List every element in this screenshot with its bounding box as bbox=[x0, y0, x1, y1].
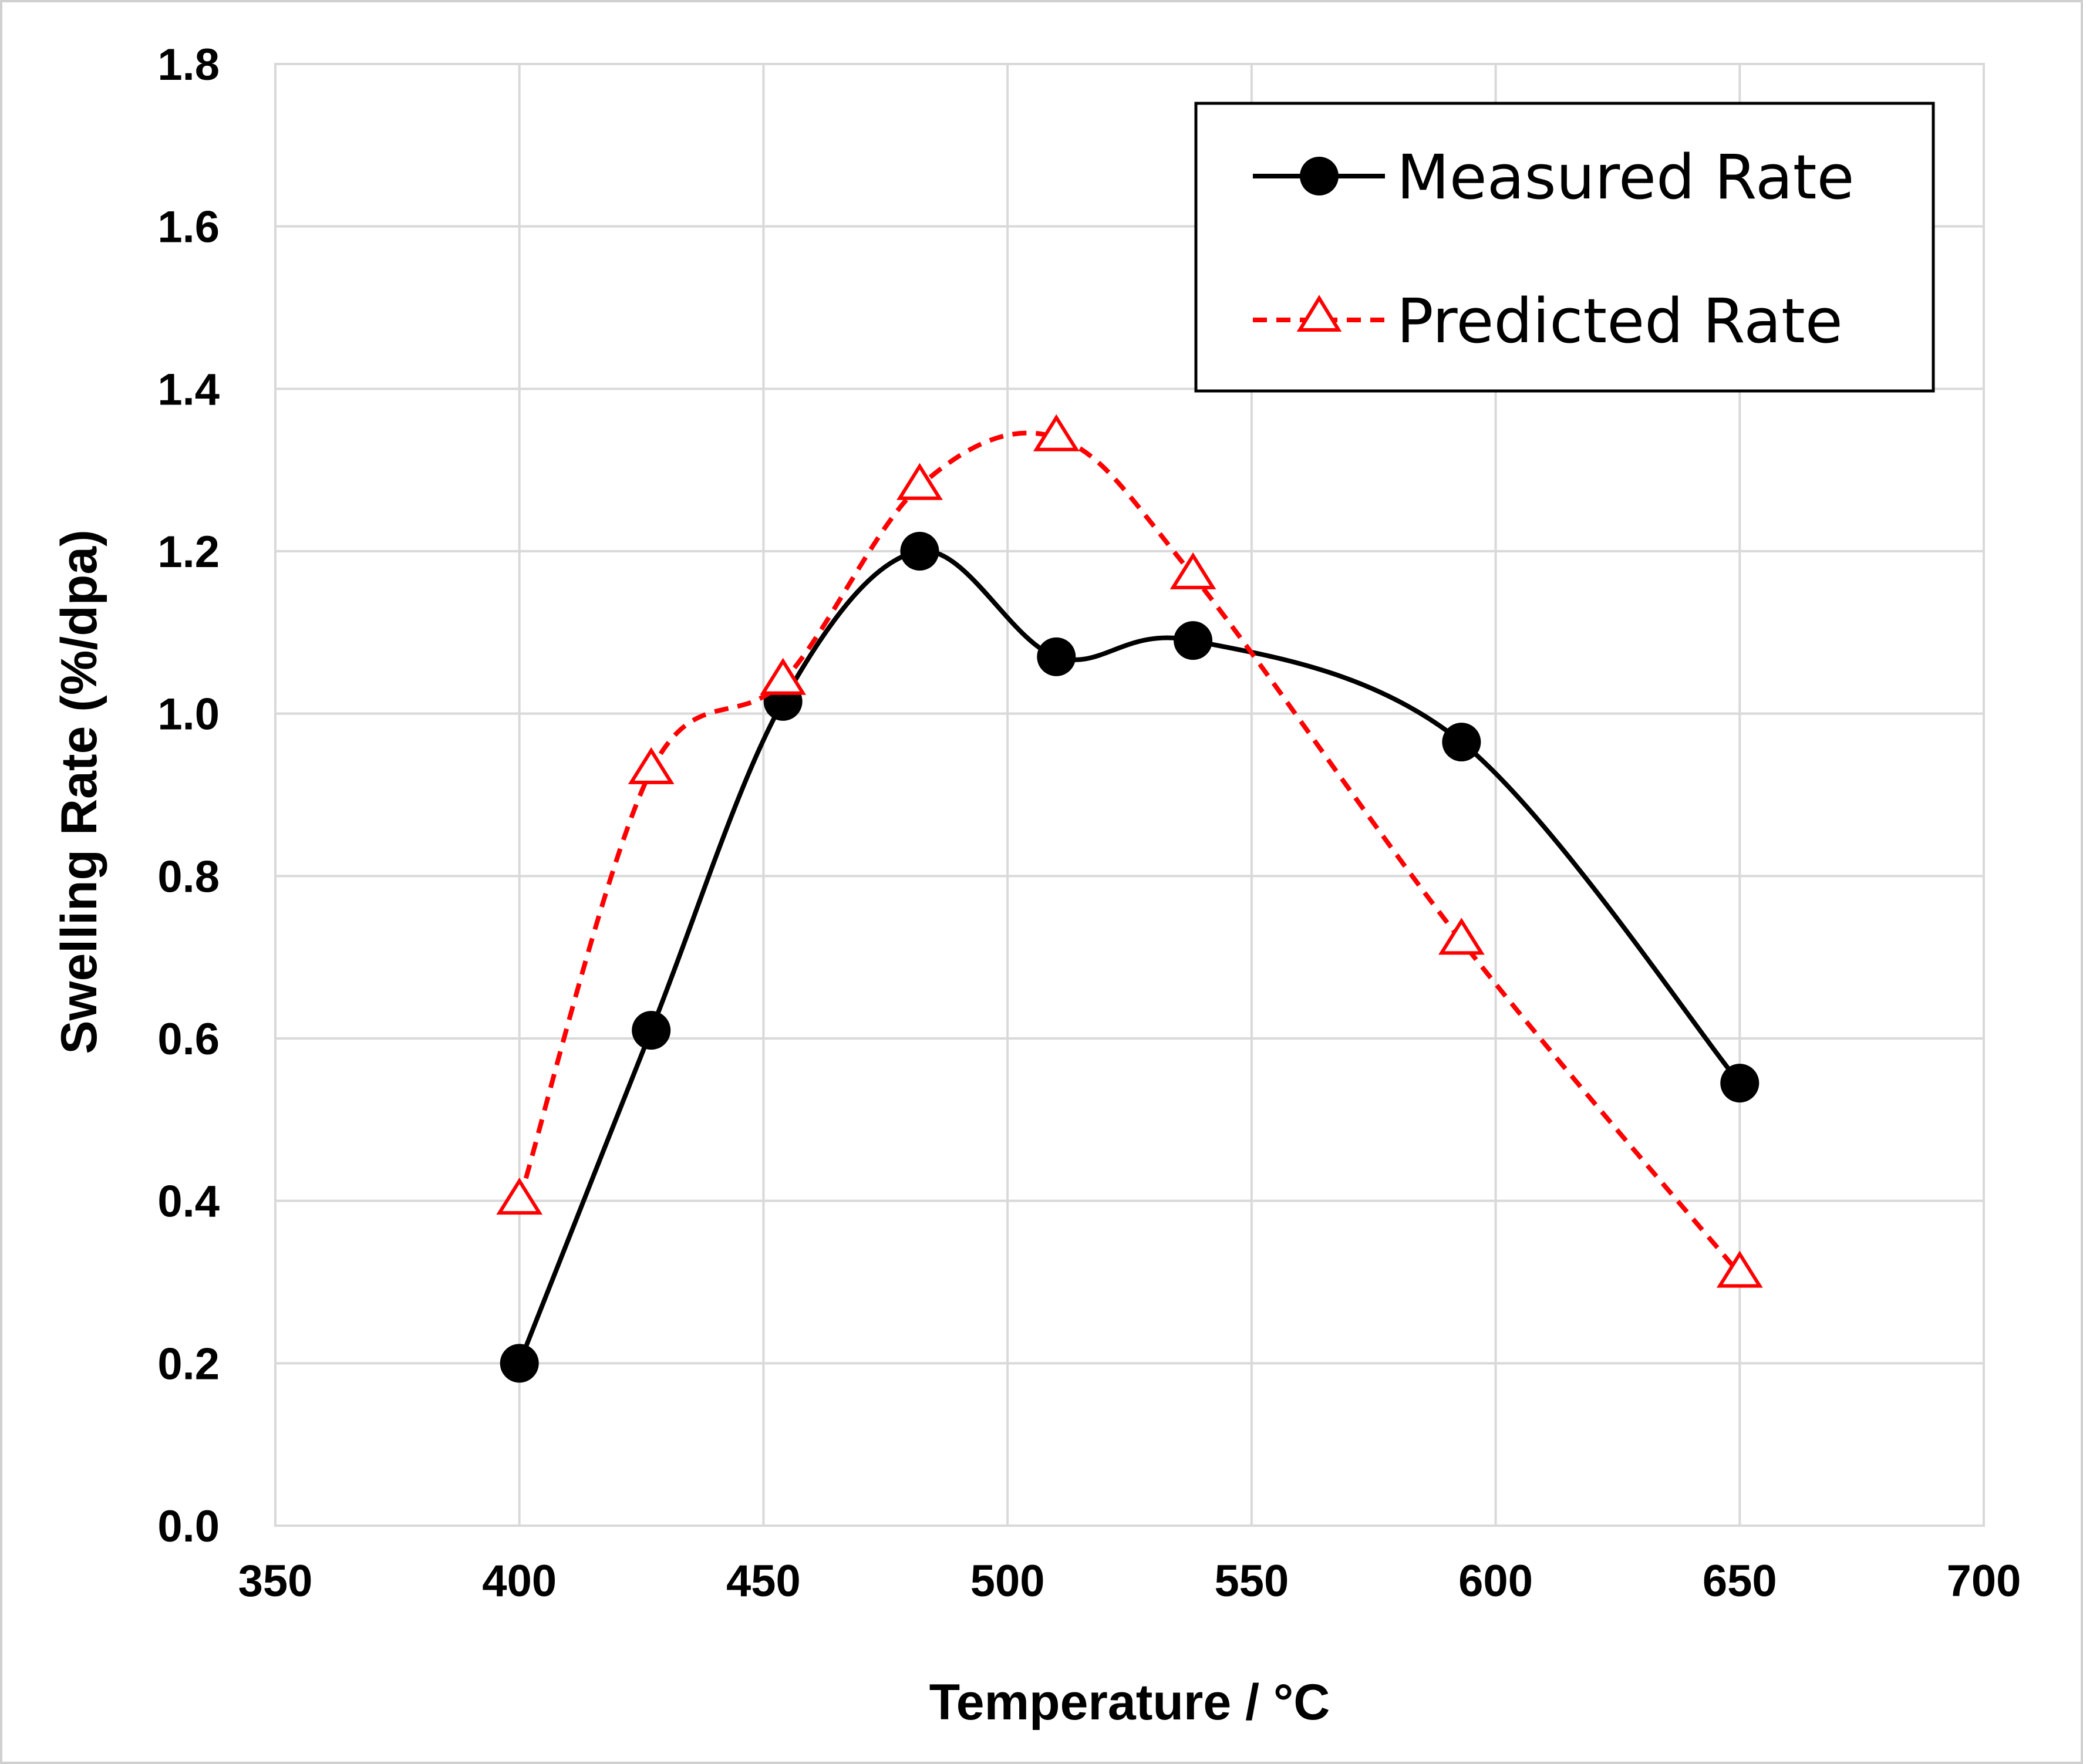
x-tick-label: 400 bbox=[482, 1556, 557, 1606]
y-tick-label: 0.0 bbox=[157, 1502, 220, 1551]
data-point-triangle bbox=[760, 657, 807, 695]
data-point-circle bbox=[900, 532, 939, 571]
data-point-triangle bbox=[496, 1178, 543, 1215]
data-point-circle bbox=[1720, 1064, 1760, 1103]
grid-lines bbox=[275, 64, 1984, 1526]
x-tick-label: 600 bbox=[1458, 1556, 1533, 1606]
legend: Measured Rate Predicted Rate bbox=[1194, 102, 1935, 393]
x-tick-label: 450 bbox=[726, 1556, 801, 1606]
data-point-triangle bbox=[1716, 1250, 1763, 1288]
y-tick-label: 1.8 bbox=[157, 40, 220, 90]
x-axis-title: Temperature / °C bbox=[929, 1674, 1330, 1731]
data-point-circle bbox=[1174, 621, 1213, 660]
data-point-triangle bbox=[896, 463, 943, 500]
data-point-circle bbox=[1037, 637, 1076, 676]
y-tick-label: 0.6 bbox=[157, 1014, 220, 1064]
series-predicted-rate bbox=[496, 414, 1763, 1288]
legend-box bbox=[1194, 102, 1935, 393]
y-axis-title: Swelling Rate (%/dpa) bbox=[51, 529, 107, 1054]
x-tick-label: 650 bbox=[1703, 1556, 1777, 1606]
data-point-triangle bbox=[1033, 414, 1080, 451]
data-point-circle bbox=[1442, 723, 1481, 762]
x-tick-label: 550 bbox=[1214, 1556, 1289, 1606]
data-point-triangle bbox=[628, 747, 675, 784]
tick-labels: 350 400 450 500 550 600 650 700 0.0 0.2 0.4 0.6 0.8 1… bbox=[157, 40, 2021, 1606]
data-point-triangle bbox=[1169, 552, 1216, 589]
plot-frame bbox=[274, 63, 1985, 1527]
y-tick-label: 0.8 bbox=[157, 852, 220, 902]
y-tick-label: 1.2 bbox=[157, 527, 220, 577]
series-measured-rate bbox=[500, 532, 1760, 1383]
x-tick-label: 700 bbox=[1947, 1556, 2021, 1606]
x-tick-label: 350 bbox=[238, 1556, 313, 1606]
data-point-circle bbox=[500, 1344, 539, 1383]
y-tick-label: 0.2 bbox=[157, 1339, 220, 1389]
legend-marker-predicted bbox=[1296, 295, 1342, 332]
x-tick-label: 500 bbox=[970, 1556, 1045, 1606]
data-point-triangle bbox=[1438, 918, 1485, 955]
series-layer bbox=[496, 414, 1763, 1383]
legend-label-predicted: Predicted Rate bbox=[1397, 285, 1843, 357]
data-point-circle bbox=[632, 1011, 671, 1050]
y-tick-label: 1.0 bbox=[157, 690, 220, 740]
y-tick-label: 1.4 bbox=[157, 365, 220, 414]
legend-label-measured: Measured Rate bbox=[1397, 141, 1855, 213]
legend-marker-measured bbox=[1300, 157, 1339, 195]
y-tick-label: 1.6 bbox=[157, 203, 220, 252]
y-tick-label: 0.4 bbox=[157, 1177, 220, 1227]
